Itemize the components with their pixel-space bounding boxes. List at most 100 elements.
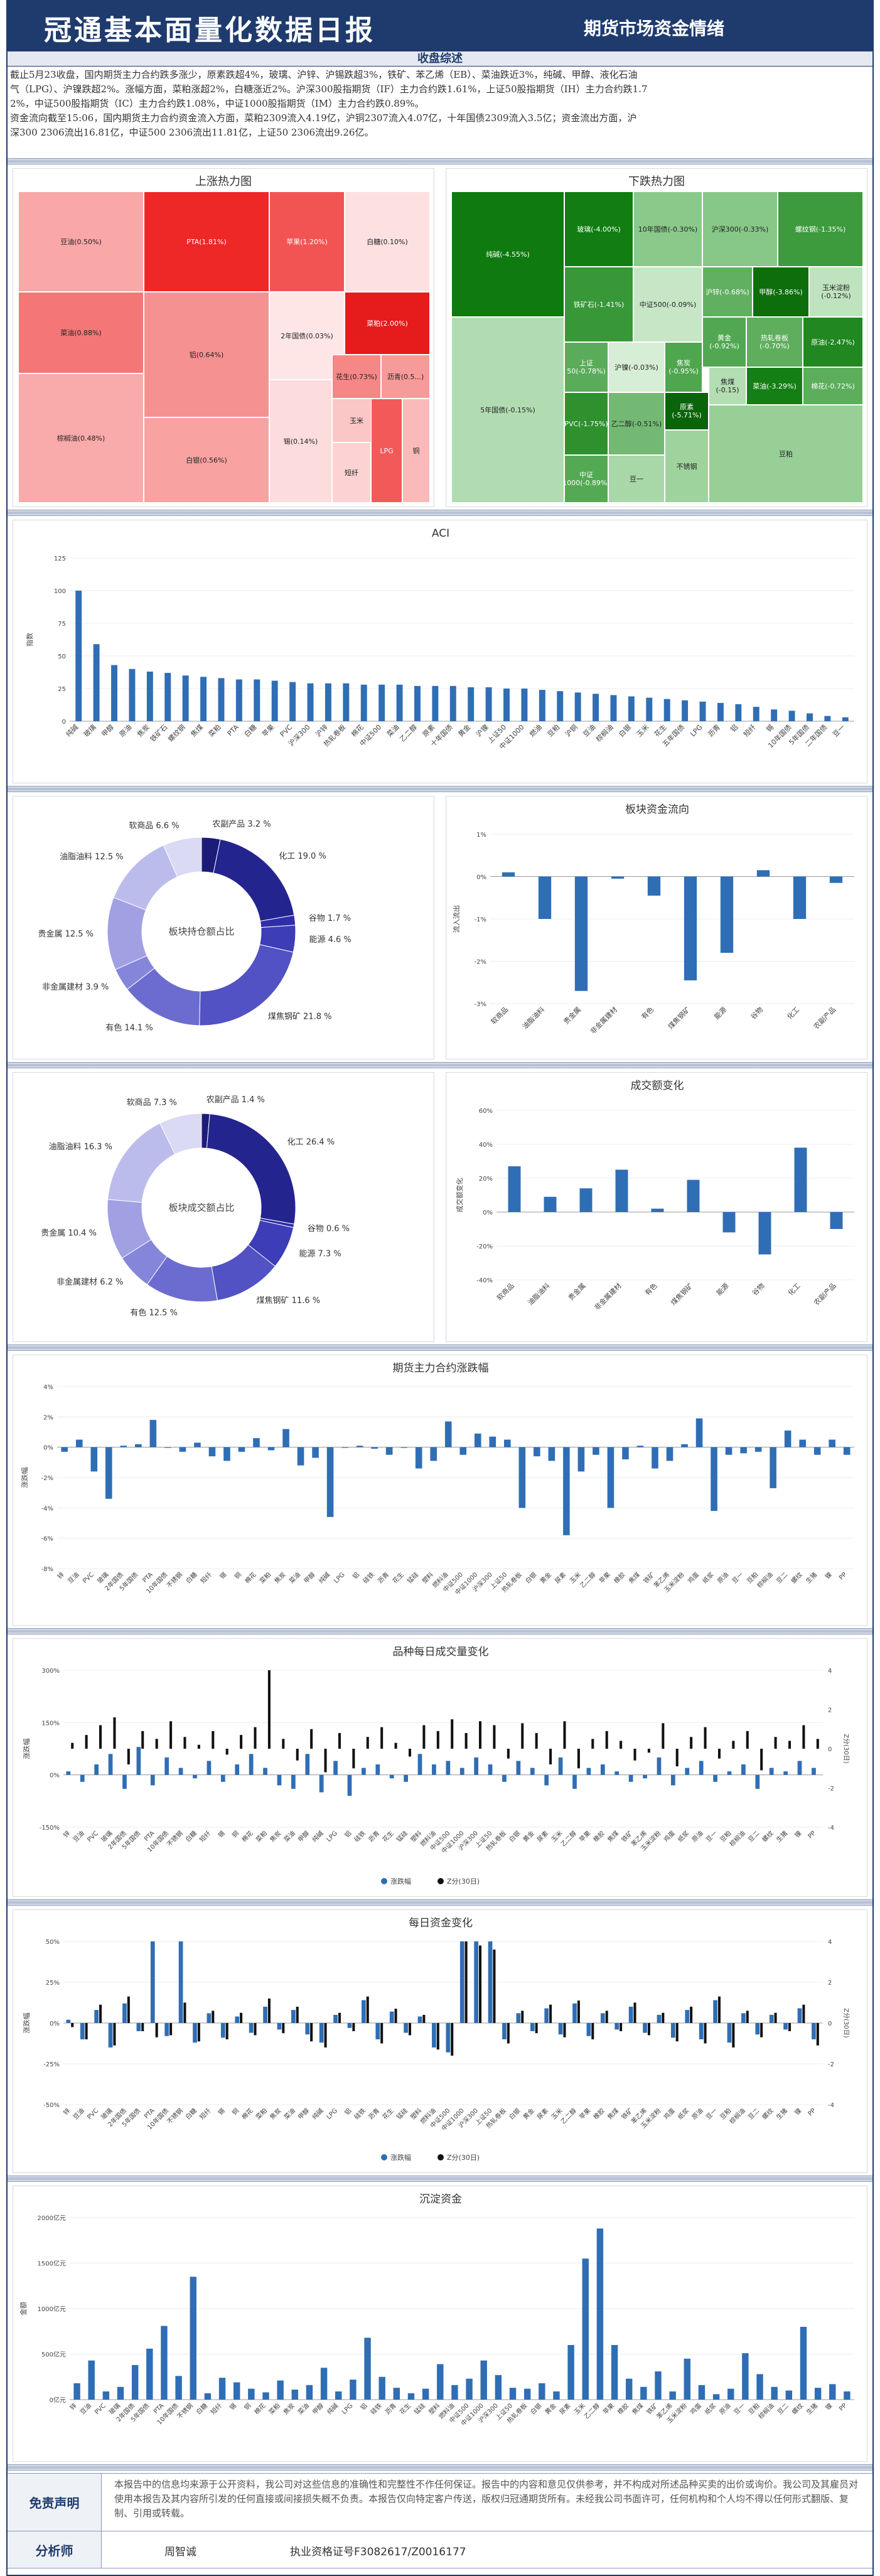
- z-bar: [254, 2023, 257, 2036]
- x-tick-label: 沪铜: [563, 722, 579, 738]
- bar: [343, 683, 350, 721]
- bar: [325, 683, 331, 721]
- bar: [770, 1447, 776, 1488]
- heatmap-tile-label: 甲醇(-3.86%): [759, 287, 803, 296]
- bar: [713, 2000, 717, 2023]
- x-tick-label: 镍: [793, 1829, 803, 1839]
- x-tick-label: 甲醇: [100, 722, 115, 738]
- x-tick-label: 铝: [343, 2107, 353, 2117]
- z-bar: [675, 2023, 679, 2042]
- bar: [685, 2010, 690, 2023]
- bar: [164, 673, 171, 721]
- bar: [389, 2011, 394, 2023]
- summary-line: 深300 2306流出16.81亿，中证500 2306流出11.81亿，上证5…: [10, 127, 374, 138]
- bar: [793, 876, 807, 919]
- bar: [711, 1447, 717, 1511]
- bar: [807, 713, 813, 721]
- heatmap-tile: 白银(0.56%): [144, 417, 269, 503]
- bar: [375, 2023, 380, 2039]
- x-tick-label: 原油: [717, 2402, 732, 2416]
- y-tick-label: 60%: [479, 1108, 493, 1115]
- bar: [785, 2390, 793, 2400]
- bar: [178, 1941, 183, 2023]
- x-tick-label: 豆油: [78, 2402, 93, 2416]
- y-tick-label: 1%: [476, 832, 486, 839]
- bar: [396, 684, 403, 721]
- bar: [579, 1188, 593, 1212]
- y-tick-label: -150%: [40, 1825, 60, 1832]
- heatmap-tile: 铜: [402, 399, 430, 503]
- x-tick-label: 谷物: [750, 1281, 766, 1297]
- bar: [277, 2380, 284, 2400]
- bar: [636, 1446, 644, 1447]
- disclaimer-text: 本报告中的信息均来源于公开资料，我公司对这些信息的准确性和完整性不作任何保证。报…: [114, 2479, 859, 2519]
- x-tick-label: 豆粕: [545, 722, 561, 738]
- z-bar: [296, 1749, 299, 1761]
- z-bar: [620, 1741, 623, 1749]
- bar: [539, 2383, 545, 2400]
- bar: [495, 2375, 502, 2400]
- heatmap-tile-label: 中证500(-0.09%): [639, 300, 697, 309]
- x-tick-label: 苹果: [577, 2106, 592, 2121]
- pie-slice: [107, 1122, 176, 1203]
- y-tick-label: 1000亿元: [38, 2305, 66, 2313]
- bar: [102, 2391, 110, 2400]
- heatmap-tile: 2年国债(0.03%): [269, 292, 345, 380]
- x-tick-label: 豆油: [581, 722, 597, 738]
- bar: [378, 2376, 385, 2400]
- section-divider: [8, 158, 872, 164]
- z-bar: [563, 1721, 566, 1749]
- bar: [233, 2382, 240, 2400]
- bar: [489, 1436, 496, 1447]
- x-tick-label: 沥青: [384, 2402, 398, 2416]
- x-tick-label: 玉米: [635, 723, 651, 739]
- y-tick-label: 0%: [483, 1210, 493, 1216]
- x-tick-label: 纯碱: [317, 1570, 331, 1585]
- x-tick-label: 锡: [228, 2402, 238, 2412]
- x-tick-label: 焦炭: [272, 1570, 287, 1585]
- bar: [687, 1179, 700, 1212]
- x-tick-label: 棕榈油: [594, 722, 614, 743]
- z-bar: [394, 1742, 397, 1749]
- z-bar: [704, 2023, 707, 2044]
- x-tick-label: 锌: [62, 2106, 72, 2117]
- x-tick-label: 橡胶: [616, 2402, 630, 2416]
- x-tick-label: 非金属建材: [588, 1005, 619, 1036]
- bar: [523, 2388, 531, 2400]
- x-tick-label: 焦炭: [136, 723, 151, 739]
- bar: [389, 1774, 394, 1779]
- x-tick-label: 有色: [640, 1005, 655, 1021]
- y-axis-label: 涨跌幅: [22, 2013, 31, 2034]
- bar: [193, 1774, 197, 1779]
- z-bar: [141, 1731, 144, 1749]
- x-tick-label: 菜油: [385, 722, 400, 738]
- bar: [193, 2023, 197, 2043]
- z-bar: [451, 1719, 454, 1749]
- heatmap-tile-label: 中证1000(-0.89%): [564, 471, 608, 487]
- x-tick-label: 原油: [716, 1570, 730, 1585]
- heatmap-tile: 白糖(0.10%): [345, 191, 430, 292]
- bar: [146, 2348, 153, 2400]
- z-bar: [479, 1721, 482, 1749]
- bar: [277, 2023, 282, 2030]
- z-bar: [352, 1749, 355, 1769]
- z-bar: [732, 1741, 735, 1749]
- bar: [182, 675, 189, 721]
- bar: [502, 2023, 507, 2039]
- x-tick-label: 贵金属: [562, 1005, 582, 1026]
- y-tick-label: 0%: [476, 874, 486, 881]
- heatmap-tile: 乙二醇(-0.51%): [608, 392, 665, 455]
- main-change-panel: 期货主力合约涨跌幅 4% 2% 0% -2% -4% -6% -8% 涨跌幅锌豆油 PVC 玻璃 2年…: [13, 1355, 867, 1626]
- x-tick-label: 原素: [421, 723, 437, 739]
- bar: [727, 2023, 732, 2043]
- y-tick-label: -2%: [41, 1475, 53, 1482]
- bar: [400, 1447, 407, 1448]
- bar: [534, 1447, 540, 1457]
- bar: [830, 1212, 843, 1229]
- heatmap-tile: 短纤: [332, 443, 371, 503]
- x-tick-label: LPG: [326, 1830, 339, 1843]
- chart-title: 板块资金流向: [625, 803, 689, 816]
- bar: [235, 2016, 240, 2023]
- pie-label: 农副产品 1.4 %: [207, 1095, 265, 1105]
